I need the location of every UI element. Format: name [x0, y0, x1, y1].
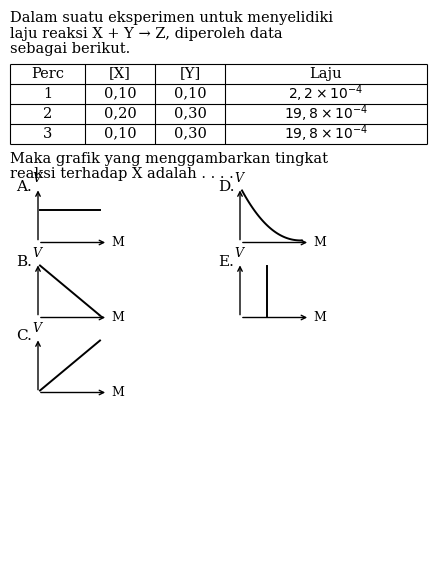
- Text: M: M: [313, 236, 326, 249]
- Text: 1: 1: [43, 86, 52, 100]
- Text: 0,10: 0,10: [104, 86, 136, 100]
- Text: laju reaksi X + Y → Z, diperoleh data: laju reaksi X + Y → Z, diperoleh data: [10, 26, 283, 40]
- Text: 0,10: 0,10: [173, 86, 206, 100]
- Text: 0,20: 0,20: [104, 107, 136, 121]
- Text: 0,30: 0,30: [173, 107, 206, 121]
- Text: V: V: [32, 321, 42, 334]
- Text: A.: A.: [16, 180, 32, 194]
- Text: $19,8\times10^{-4}$: $19,8\times10^{-4}$: [284, 123, 368, 144]
- Text: V: V: [32, 172, 42, 185]
- Text: Maka grafik yang menggambarkan tingkat: Maka grafik yang menggambarkan tingkat: [10, 151, 328, 165]
- Text: B.: B.: [16, 255, 32, 269]
- Text: 2: 2: [43, 107, 52, 121]
- Text: 0,10: 0,10: [104, 126, 136, 140]
- Text: M: M: [313, 311, 326, 324]
- Text: E.: E.: [218, 255, 234, 269]
- Text: V: V: [32, 246, 42, 260]
- Text: [Y]: [Y]: [179, 67, 201, 80]
- Text: [X]: [X]: [109, 67, 131, 80]
- Text: M: M: [111, 236, 124, 249]
- Text: 0,30: 0,30: [173, 126, 206, 140]
- Text: V: V: [235, 172, 243, 185]
- Text: Perc: Perc: [31, 67, 64, 80]
- Text: $2,2\times10^{-4}$: $2,2\times10^{-4}$: [288, 83, 364, 104]
- Text: Laju: Laju: [310, 67, 342, 80]
- Text: sebagai berikut.: sebagai berikut.: [10, 42, 130, 56]
- Text: V: V: [235, 246, 243, 260]
- Text: reaksi terhadap X adalah . . . .: reaksi terhadap X adalah . . . .: [10, 167, 234, 181]
- Text: C.: C.: [16, 329, 32, 343]
- Text: M: M: [111, 386, 124, 399]
- Text: $19,8\times10^{-4}$: $19,8\times10^{-4}$: [284, 103, 368, 124]
- Text: M: M: [111, 311, 124, 324]
- Text: D.: D.: [218, 180, 235, 194]
- Text: Dalam suatu eksperimen untuk menyelidiki: Dalam suatu eksperimen untuk menyelidiki: [10, 11, 333, 25]
- Text: 3: 3: [43, 126, 52, 140]
